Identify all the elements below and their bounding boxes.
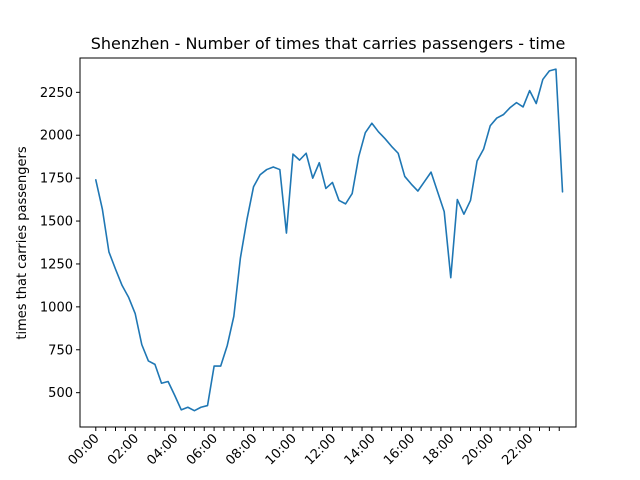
y-tick-label: 1500 — [40, 215, 73, 230]
y-axis-label: times that carries passengers — [15, 146, 30, 339]
x-axis: 00:00 02:00 04:00 06:00 08:00 10:00 12:00 14:00… — [66, 427, 560, 468]
y-tick-label: 500 — [48, 386, 73, 401]
x-tick-label: 04:00 — [144, 431, 181, 468]
y-tick-label: 2250 — [40, 86, 73, 101]
x-tick-label: 08:00 — [223, 431, 260, 468]
x-tick-label: 12:00 — [302, 431, 339, 468]
y-tick-label: 1000 — [40, 300, 73, 315]
chart-title: Shenzhen - Number of times that carries … — [91, 34, 566, 53]
x-tick-label: 00:00 — [66, 431, 103, 468]
y-tick-label: 1750 — [40, 172, 73, 187]
y-axis: 500 750 1000 1250 1500 1750 2000 2250 — [40, 86, 80, 401]
x-tick-label: 02:00 — [105, 431, 142, 468]
x-tick-label: 20:00 — [460, 431, 497, 468]
y-tick-label: 750 — [48, 343, 73, 358]
y-tick-label: 1250 — [40, 257, 73, 272]
y-tick-label: 2000 — [40, 129, 73, 144]
x-tick-label: 18:00 — [420, 431, 457, 468]
x-tick-label: 22:00 — [499, 431, 536, 468]
series-group — [94, 68, 564, 412]
x-tick-label: 16:00 — [381, 431, 418, 468]
x-tick-label: 06:00 — [184, 431, 221, 468]
series-line — [94, 68, 564, 412]
x-tick-label: 14:00 — [342, 431, 379, 468]
x-tick-label: 10:00 — [263, 431, 300, 468]
plot-frame — [79, 57, 577, 428]
